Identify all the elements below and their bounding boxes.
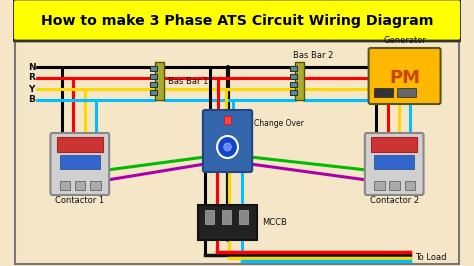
FancyBboxPatch shape [365,133,424,195]
Bar [290,66,297,71]
Bar [60,181,70,190]
Bar [239,210,248,224]
Circle shape [217,136,238,158]
Text: Change Over: Change Over [254,119,304,128]
Text: B: B [27,95,35,105]
Bar [290,82,297,87]
Text: R: R [27,73,35,82]
Text: How to make 3 Phase ATS Circuit Wiring Diagram: How to make 3 Phase ATS Circuit Wiring D… [41,14,433,28]
Bar [16,40,458,264]
FancyBboxPatch shape [203,110,252,172]
Bar [150,74,156,79]
Bar [198,205,257,240]
Bar [390,181,400,190]
Bar [150,82,156,87]
Text: Contactor 1: Contactor 1 [55,196,104,205]
Text: N: N [27,63,36,72]
Bar [290,90,297,95]
Bar [150,66,156,71]
Text: Bas Bar 1: Bas Bar 1 [168,77,208,85]
Text: Bas Bar 2: Bas Bar 2 [293,51,333,60]
Bar [75,181,85,190]
Bar [222,210,231,224]
Bar [397,88,416,97]
Bar [60,155,100,169]
Bar [57,137,102,152]
Bar [374,155,414,169]
Bar [224,116,231,124]
Bar [405,181,415,190]
Circle shape [224,143,231,151]
Bar [372,137,417,152]
Text: Y: Y [27,85,34,94]
Text: MCCB: MCCB [263,218,287,227]
Text: To Load: To Load [415,252,447,261]
Bar [155,62,164,100]
Bar [374,88,393,97]
Bar [90,181,100,190]
Bar [295,62,304,100]
Text: Contactor 2: Contactor 2 [370,196,419,205]
Bar [374,181,385,190]
Bar [290,74,297,79]
Text: PM: PM [389,69,420,87]
FancyBboxPatch shape [50,133,109,195]
Text: Generator: Generator [383,36,426,45]
FancyBboxPatch shape [13,0,461,41]
Bar [150,90,156,95]
Bar [205,210,214,224]
FancyBboxPatch shape [369,48,441,104]
